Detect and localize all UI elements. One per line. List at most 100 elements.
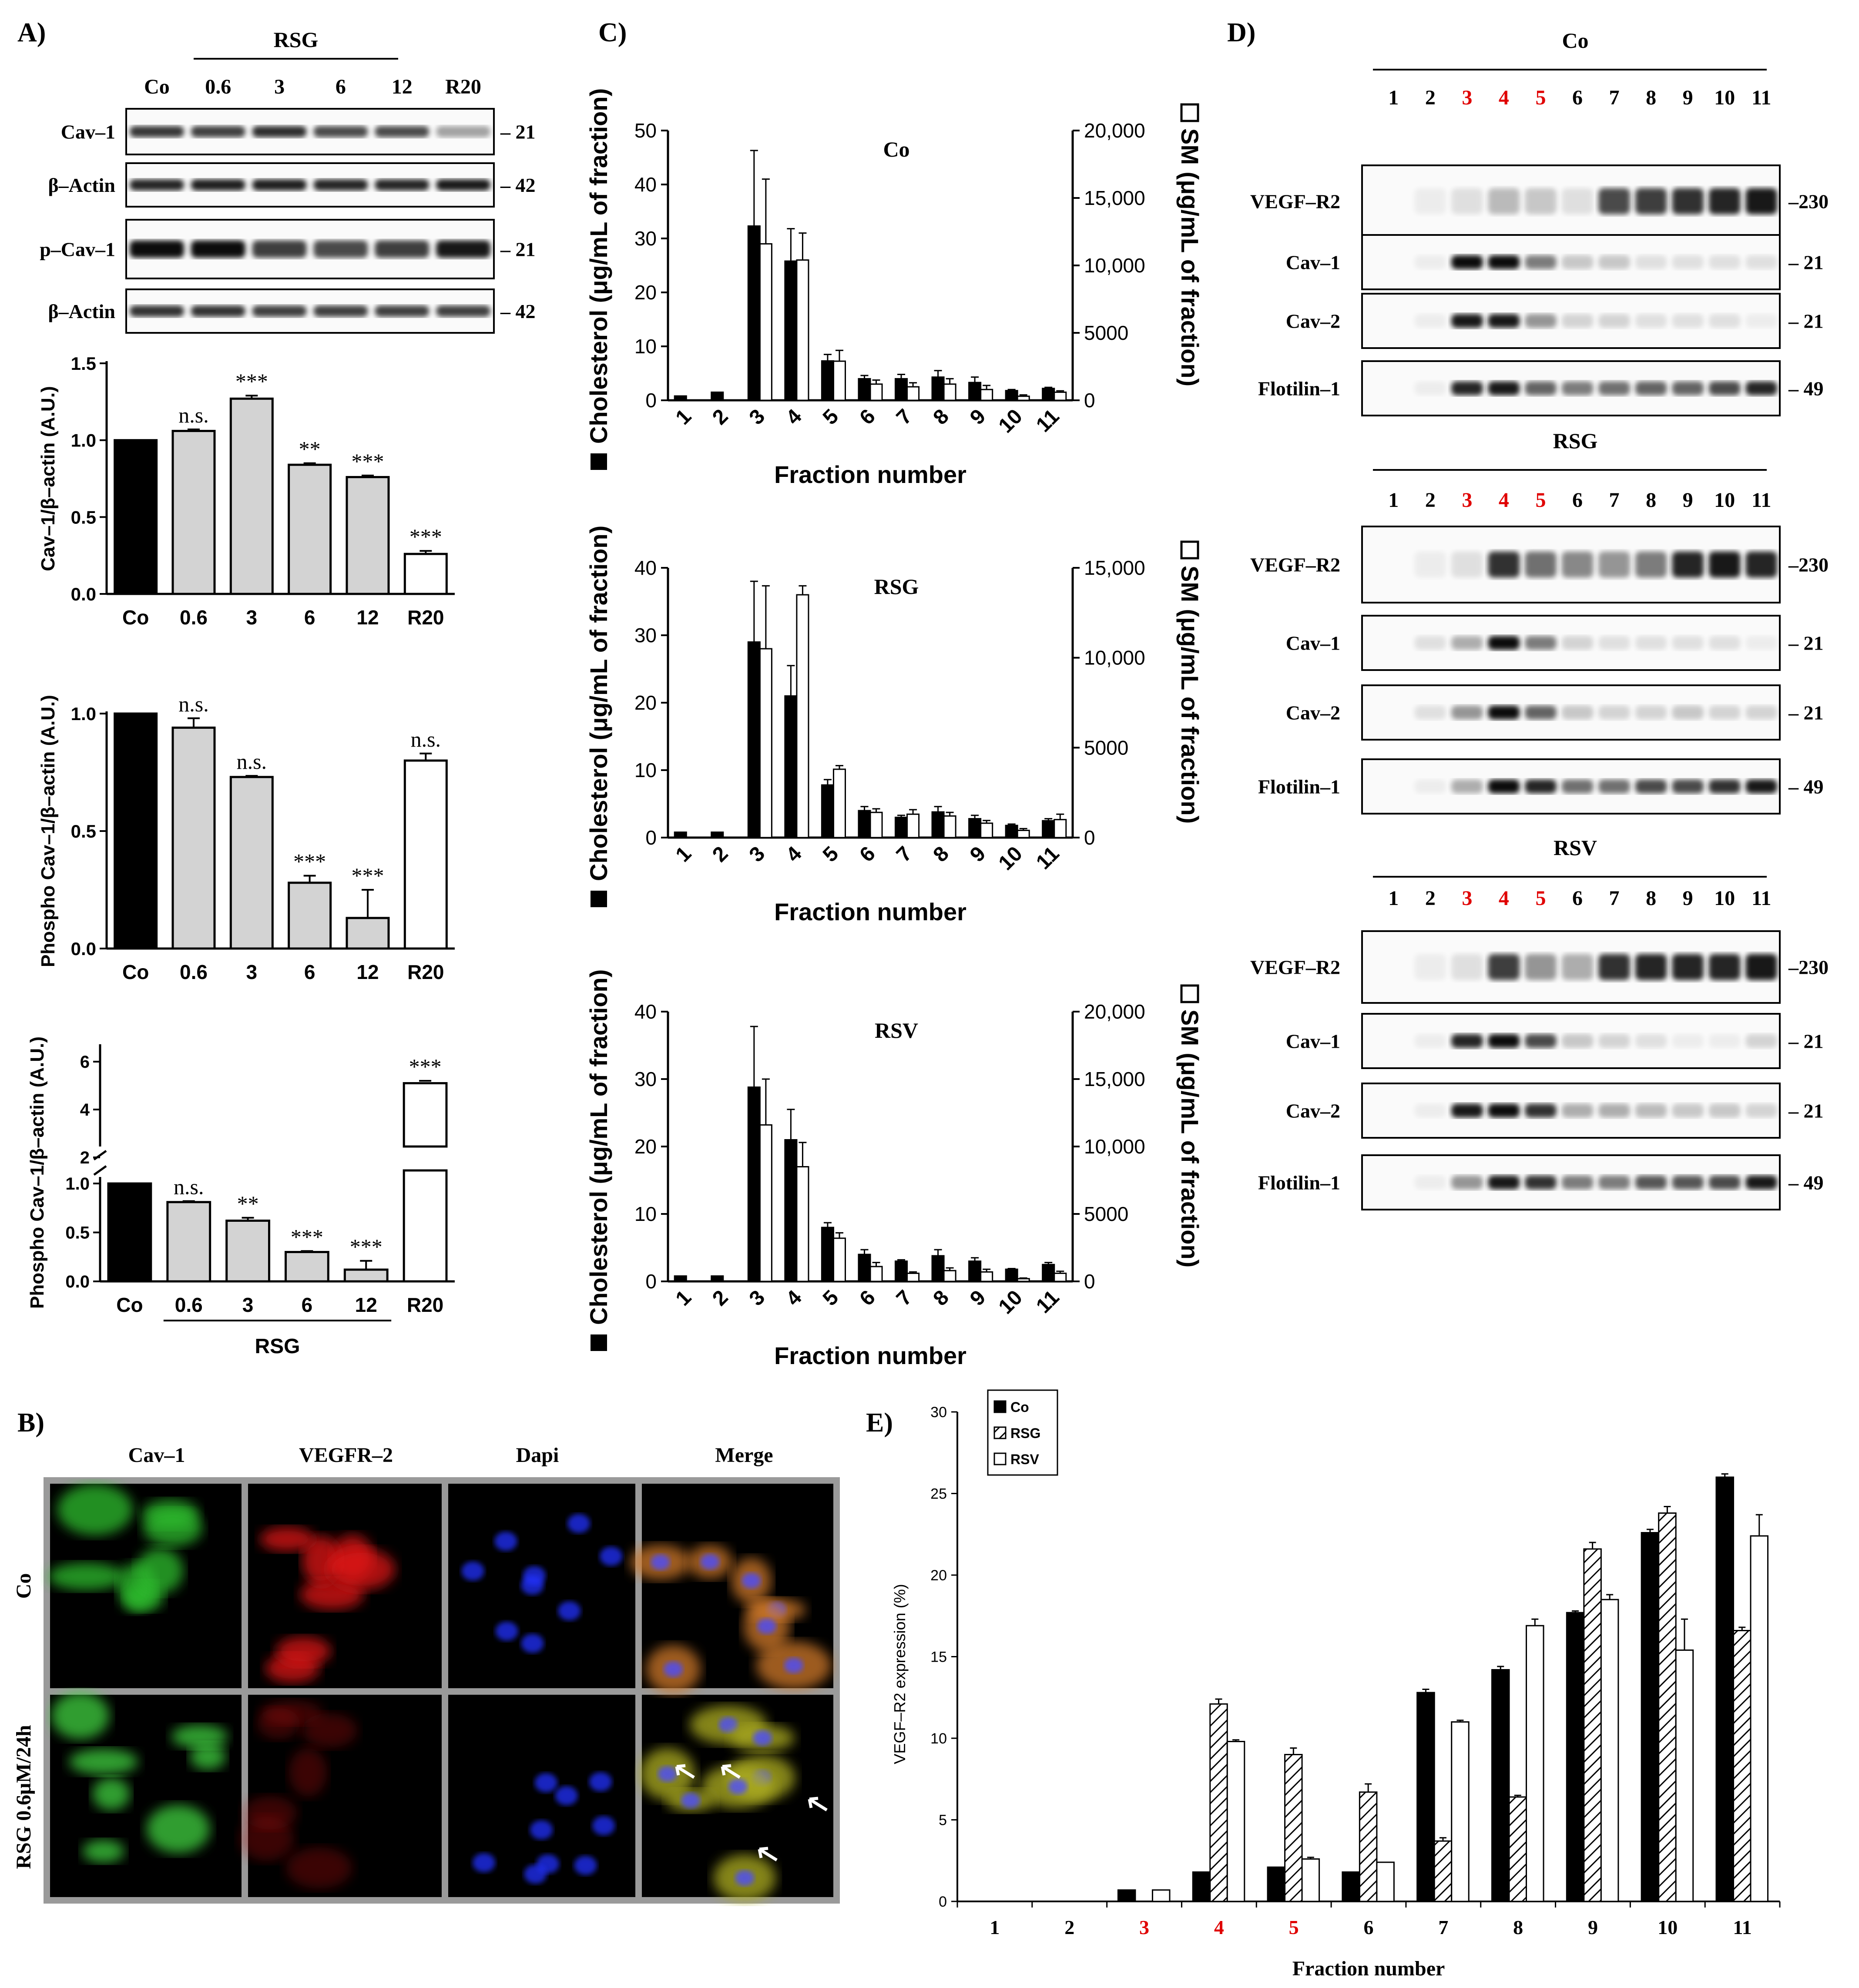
bar-lower-part (403, 1169, 448, 1283)
y2-tick-label: 15,000 (1084, 557, 1145, 579)
cell-signal (521, 1633, 544, 1653)
blot-band (1561, 188, 1594, 215)
cell-signal (257, 1708, 300, 1739)
blot-group: RSG 1 2 3 4 5 6 7 8 9 10 11 VEGF–R2 –230 Cav–1 – 21 Cav–… (1250, 429, 1829, 815)
fraction-number: 5 (1535, 489, 1546, 512)
bar (114, 712, 158, 950)
bar-rsv (1750, 1535, 1769, 1902)
fraction-number: 9 (1683, 489, 1693, 512)
bar-co (1267, 1866, 1286, 1902)
bar-cholesterol (968, 1261, 982, 1282)
y-axis-label: Phospho Cav–1/β–actin (A.U.) (37, 695, 59, 967)
blot-band (1451, 314, 1483, 328)
blot-group: Co 1 2 3 4 5 6 7 8 9 10 11 VEGF–R2 –230 Cav–1 – 21 Cav–2… (1250, 28, 1829, 416)
blot-band (1708, 1175, 1741, 1190)
cell-signal (69, 1749, 138, 1775)
merge-nucleus (757, 1618, 776, 1634)
x-tick-label: 5 (819, 1286, 843, 1310)
bar-cholesterol (858, 810, 871, 838)
y-tick-label: 0 (939, 1894, 947, 1910)
fraction-number: 3 (1462, 489, 1472, 512)
blot-mw-label: – 49 (1788, 776, 1824, 798)
blot-band (1745, 381, 1777, 396)
x-tick-label: 2 (1064, 1916, 1074, 1938)
blot-band (1525, 636, 1557, 650)
legend-swatch-sm (1180, 103, 1199, 122)
y2-tick-label: 20,000 (1084, 119, 1145, 142)
blot-mw-label: – 21 (1788, 1030, 1824, 1053)
y-tick-label: 0.0 (65, 1272, 90, 1291)
blot-mw-label: – 21 (1788, 702, 1824, 724)
blot-band (1598, 954, 1630, 980)
blot-mw-label: – 21 (500, 121, 536, 143)
x-tick-label: 8 (929, 1286, 953, 1310)
blot-band (1488, 314, 1520, 328)
x-tick-label: 12 (355, 1294, 377, 1316)
bar-sm (759, 1124, 772, 1282)
x-tick-label: 5 (1289, 1916, 1299, 1938)
bar-cholesterol (674, 395, 687, 401)
blot-band (130, 126, 184, 137)
legend-swatch (993, 1452, 1007, 1465)
blot-band (1414, 1103, 1446, 1118)
blot-band (375, 179, 430, 191)
cell-signal (92, 1777, 130, 1810)
cell-signal (327, 1548, 396, 1590)
blot-band (1598, 1034, 1630, 1048)
fraction-number: 10 (1714, 86, 1735, 109)
fraction-number: 7 (1609, 887, 1620, 910)
y2-axis-label: SM (μg/mL of fraction) (1176, 1009, 1204, 1267)
blot-band (1561, 551, 1594, 578)
merge-nucleus (742, 1572, 761, 1589)
blot-band (1414, 705, 1446, 720)
fraction-number: 1 (1388, 86, 1399, 109)
cell-signal (57, 1484, 133, 1535)
x-tick-label: 10 (994, 1286, 1027, 1318)
blot-band (1598, 705, 1630, 720)
x-tick-label: 6 (855, 1286, 879, 1310)
bar (343, 1268, 389, 1283)
bar (403, 553, 448, 595)
x-tick-label: 0.6 (175, 1294, 203, 1316)
blot-band (1598, 636, 1630, 650)
blot-band (1561, 705, 1594, 720)
blot-band (1745, 314, 1777, 328)
bar-rsg (1284, 1754, 1303, 1902)
fraction-number: 5 (1535, 86, 1546, 109)
bar-cholesterol (711, 831, 724, 838)
bar-rsv (1451, 1721, 1470, 1902)
x-tick-label: 0.6 (180, 961, 208, 983)
blot-band (1451, 1103, 1483, 1118)
y-axis-label: Cholesterol (μg/mL of fraction) (585, 88, 612, 444)
blot-group-label: RSV (1554, 835, 1597, 860)
bar-cholesterol (968, 818, 982, 838)
x-tick-label: 3 (745, 1286, 769, 1310)
bar-co (1117, 1889, 1136, 1902)
x-tick-label: 12 (356, 606, 379, 629)
y-tick-label: 0 (645, 389, 657, 412)
cell-signal (600, 1546, 623, 1566)
blot-band (1708, 551, 1741, 578)
x-tick-label: 9 (966, 842, 990, 866)
blot-band (1561, 779, 1594, 794)
bar-sm (869, 1266, 883, 1282)
x-tick-label: 4 (782, 405, 806, 429)
blot-band (1635, 314, 1667, 328)
x-tick-label: 12 (356, 961, 379, 983)
significance-label: n.s. (237, 749, 267, 774)
blot-band (1488, 551, 1520, 578)
bar-rsg (1209, 1703, 1228, 1902)
bar-cholesterol (968, 382, 982, 401)
blot-band (130, 179, 184, 191)
bar-rsg (1508, 1796, 1527, 1902)
cell-signal (302, 1713, 358, 1748)
blot-strip (125, 288, 495, 334)
bar-cholesterol (674, 1275, 687, 1282)
blot-band (1414, 954, 1446, 980)
bar-cholesterol (784, 1139, 798, 1282)
blot-band (1598, 188, 1630, 215)
cell-signal (523, 1566, 546, 1586)
blot-mw-label: – 21 (500, 238, 536, 261)
fraction-number: 3 (1462, 86, 1472, 109)
